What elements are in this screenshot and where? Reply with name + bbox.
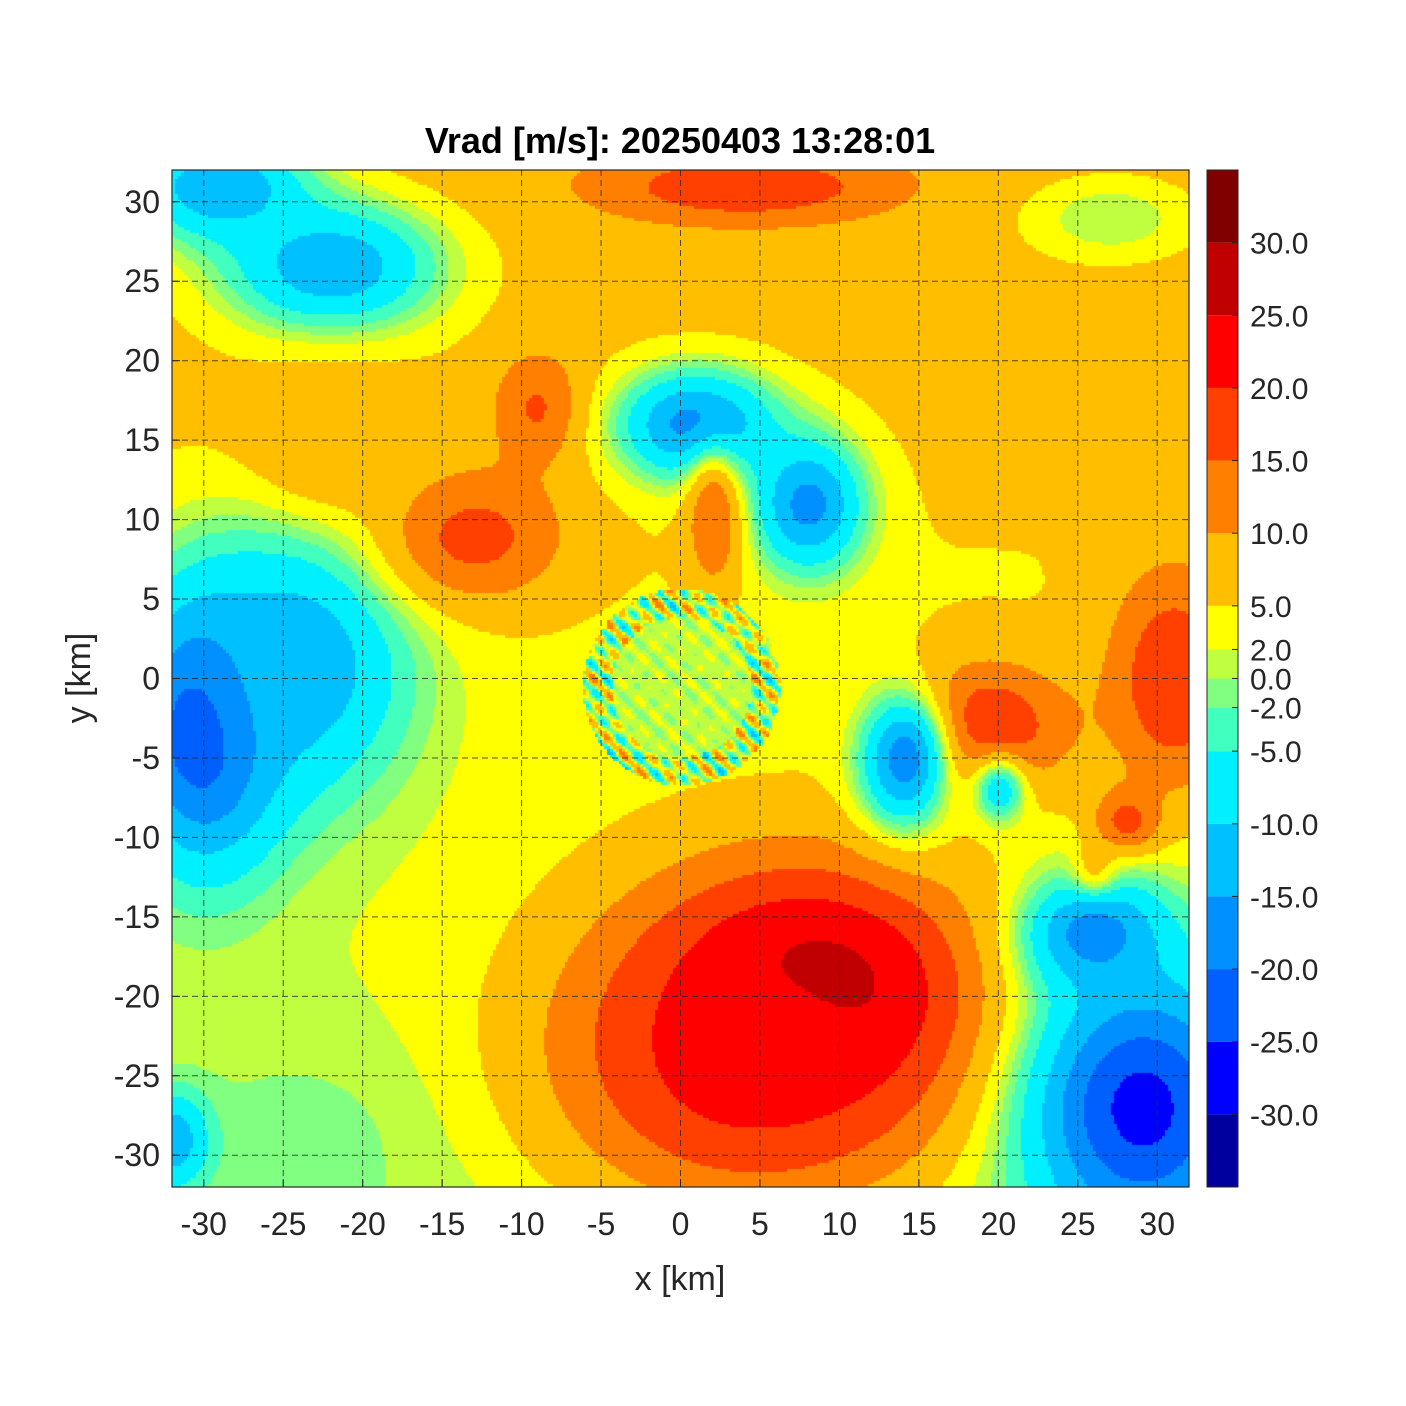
y-axis-ticks: -30 -25 -20 -15 -10 -5 0 5 10 15 20 25 30 xyxy=(114,184,180,1173)
velocity-field-container xyxy=(172,170,1189,1187)
x-tick-label: 5 xyxy=(751,1206,769,1242)
colorbar-tick-label: 5.0 xyxy=(1250,591,1292,624)
x-tick-label: 25 xyxy=(1060,1206,1096,1242)
colorbar-band xyxy=(1207,387,1238,461)
x-axis-ticks: -30 -25 -20 -15 -10 -5 0 5 10 15 20 25 30 xyxy=(181,1179,1175,1242)
colorbar-tick-label: 2.0 xyxy=(1250,634,1292,667)
x-tick-label: -15 xyxy=(419,1206,465,1242)
chart-title: Vrad [m/s]: 20250403 13:28:01 xyxy=(425,120,935,161)
colorbar-band xyxy=(1207,823,1238,897)
colorbar-bands xyxy=(1207,170,1238,1187)
y-tick-label: 25 xyxy=(124,263,160,299)
colorbar-tick-label: -5.0 xyxy=(1250,736,1302,769)
colorbar-tick-label: -20.0 xyxy=(1250,954,1318,987)
colorbar-band xyxy=(1207,1041,1238,1115)
colorbar-tick-label: 10.0 xyxy=(1250,518,1308,551)
colorbar-band xyxy=(1207,605,1238,650)
colorbar-tick-label: 15.0 xyxy=(1250,446,1308,479)
colorbar-tick-label: -10.0 xyxy=(1250,809,1318,842)
x-tick-label: -25 xyxy=(260,1206,306,1242)
colorbar-band xyxy=(1207,170,1238,243)
x-tick-label: 10 xyxy=(822,1206,858,1242)
colorbar-tick-label: -15.0 xyxy=(1250,881,1318,914)
y-tick-label: -5 xyxy=(132,740,160,776)
colorbar-band xyxy=(1207,315,1238,388)
plot-area xyxy=(171,169,1190,1188)
y-tick-label: 15 xyxy=(124,422,160,458)
y-tick-label: 30 xyxy=(124,184,160,220)
colorbar-band xyxy=(1207,242,1238,316)
colorbar-band xyxy=(1207,896,1238,970)
x-tick-label: 0 xyxy=(672,1206,690,1242)
colorbar-band xyxy=(1207,751,1238,824)
x-tick-label: 30 xyxy=(1139,1206,1175,1242)
x-tick-label: 20 xyxy=(981,1206,1017,1242)
x-tick-label: 15 xyxy=(901,1206,937,1242)
colorbar-tick-label: 30.0 xyxy=(1250,228,1308,261)
colorbar-tick-label: 25.0 xyxy=(1250,300,1308,333)
x-tick-label: -30 xyxy=(181,1206,227,1242)
colorbar-band xyxy=(1207,649,1238,679)
y-tick-label: 5 xyxy=(142,581,160,617)
colorbar-band xyxy=(1207,533,1238,606)
colorbar-band xyxy=(1207,1114,1238,1187)
y-tick-label: 0 xyxy=(142,661,160,697)
velocity-field-raster xyxy=(172,170,1189,1187)
colorbar-band xyxy=(1207,460,1238,534)
x-tick-label: -20 xyxy=(340,1206,386,1242)
colorbar-band xyxy=(1207,678,1238,708)
x-tick-label: -10 xyxy=(498,1206,544,1242)
colorbar-tick-label: -2.0 xyxy=(1250,693,1302,726)
y-tick-label: -20 xyxy=(114,978,160,1014)
y-tick-label: -25 xyxy=(114,1058,160,1094)
y-tick-label: -10 xyxy=(114,819,160,855)
colorbar-tick-label: -30.0 xyxy=(1250,1099,1318,1132)
colorbar-band xyxy=(1207,969,1238,1042)
x-tick-label: -5 xyxy=(587,1206,615,1242)
colorbar-tick-label: 0.0 xyxy=(1250,664,1292,697)
colorbar-tick-label: 20.0 xyxy=(1250,373,1308,406)
y-tick-label: -30 xyxy=(114,1137,160,1173)
y-tick-label: -15 xyxy=(114,899,160,935)
colorbar-band xyxy=(1207,707,1238,752)
y-tick-label: 20 xyxy=(124,343,160,379)
y-axis-label: y [km] xyxy=(60,633,98,724)
colorbar: -30.0 -25.0 -20.0 -15.0 -10.0 -5.0 -2.00.02.0 5… xyxy=(1206,169,1318,1188)
colorbar-ticks: -30.0 -25.0 -20.0 -15.0 -10.0 -5.0 -2.00.02.0 5… xyxy=(1232,228,1318,1132)
y-tick-label: 10 xyxy=(124,502,160,538)
colorbar-tick-label: -25.0 xyxy=(1250,1027,1318,1060)
x-axis-label: x [km] xyxy=(635,1260,726,1298)
